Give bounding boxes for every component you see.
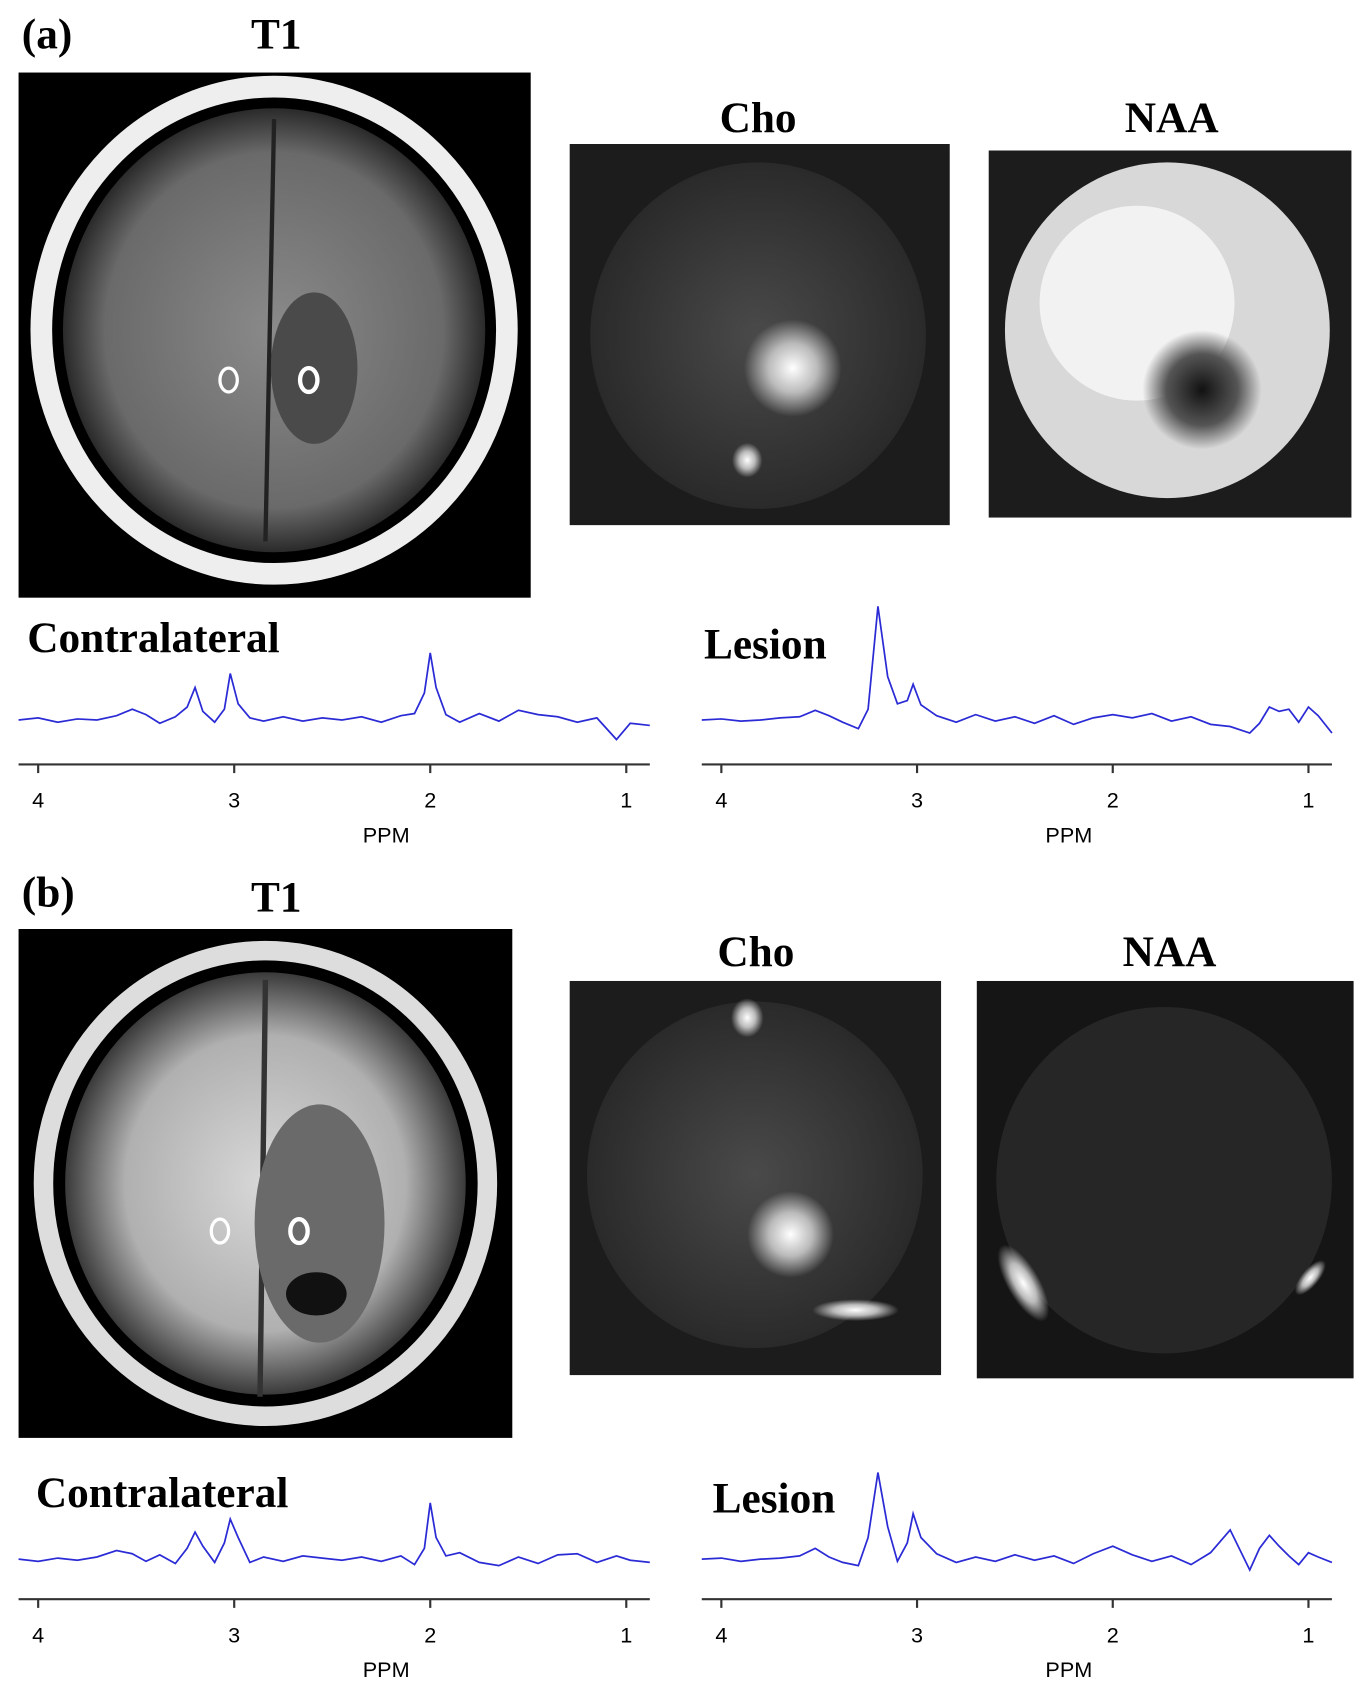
x-axis-label: PPM xyxy=(1045,822,1092,847)
x-tick-label: 2 xyxy=(424,788,436,813)
spectrum-line xyxy=(18,652,650,741)
x-tick-label: 1 xyxy=(620,1623,632,1648)
x-tick-label: 4 xyxy=(32,788,44,813)
t1-image xyxy=(18,928,513,1438)
x-tick-label: 2 xyxy=(424,1623,436,1648)
x-axis-label: PPM xyxy=(363,822,410,847)
cho-map xyxy=(569,980,942,1376)
x-tick-label: 3 xyxy=(228,1623,240,1648)
cho-map xyxy=(569,144,950,526)
chart-title: Contralateral xyxy=(36,1469,288,1517)
x-tick-label: 1 xyxy=(1302,1623,1314,1648)
spectrum-line xyxy=(18,1502,650,1567)
x-tick-label: 1 xyxy=(1302,788,1314,813)
t1-image xyxy=(18,72,531,598)
chart-title: Lesion xyxy=(713,1475,836,1523)
chart-title: Contralateral xyxy=(27,614,280,662)
x-tick-label: 1 xyxy=(620,788,632,813)
x-tick-label: 3 xyxy=(911,788,923,813)
image-title: Cho xyxy=(717,928,794,976)
image-title: Cho xyxy=(720,94,797,142)
x-axis-label: PPM xyxy=(1045,1657,1092,1682)
image-title: NAA xyxy=(1125,94,1219,142)
x-tick-label: 4 xyxy=(715,788,727,813)
x-tick-label: 4 xyxy=(715,1623,727,1648)
panel-label: (a) xyxy=(22,11,72,59)
image-title: NAA xyxy=(1123,928,1217,976)
naa-map xyxy=(976,980,1354,1379)
x-tick-label: 2 xyxy=(1107,1623,1119,1648)
image-title: T1 xyxy=(251,11,302,59)
image-title: T1 xyxy=(251,874,302,922)
x-tick-label: 4 xyxy=(32,1623,44,1648)
panel-label: (b) xyxy=(22,868,75,916)
x-tick-label: 2 xyxy=(1107,788,1119,813)
spectrum-line xyxy=(701,606,1333,735)
x-tick-label: 3 xyxy=(911,1623,923,1648)
chart-title: Lesion xyxy=(704,620,827,668)
naa-map xyxy=(988,150,1352,518)
x-axis-label: PPM xyxy=(363,1657,410,1682)
x-tick-label: 3 xyxy=(228,788,240,813)
spectrum-line xyxy=(701,1472,1333,1573)
